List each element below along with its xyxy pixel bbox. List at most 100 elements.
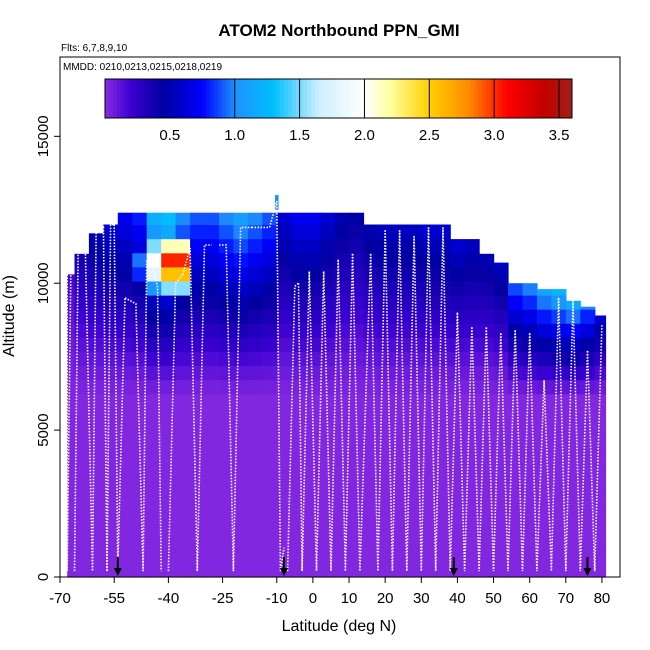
field-cell	[479, 562, 495, 578]
field-cell	[305, 450, 321, 465]
flight-profile	[95, 225, 108, 572]
field-cell	[406, 280, 422, 296]
colorbar-segment	[272, 79, 277, 118]
field-cell	[522, 379, 538, 395]
y-tick-label: 15000	[35, 115, 52, 157]
field-cell	[435, 351, 451, 367]
field-cell	[565, 393, 581, 409]
field-cell	[479, 337, 495, 352]
field-cell	[377, 365, 393, 381]
flight-profile	[196, 244, 212, 572]
field-cell	[88, 337, 104, 352]
field-cell	[117, 252, 133, 268]
field-cell	[450, 379, 466, 395]
field-cell	[536, 436, 552, 451]
field-cell	[421, 548, 437, 564]
field-cell	[363, 534, 379, 550]
field-cell	[349, 548, 365, 564]
colorbar-segment	[268, 79, 273, 118]
field-cell	[421, 534, 437, 550]
field-cell	[594, 337, 607, 352]
colorbar-segment	[284, 79, 289, 118]
field-cell	[377, 393, 393, 409]
field-cell	[247, 506, 263, 522]
field-cell	[450, 280, 466, 296]
field-cell	[276, 309, 292, 324]
field-cell	[146, 450, 162, 465]
field-cell	[305, 492, 321, 508]
field-cell	[74, 337, 90, 352]
field-cell	[117, 520, 133, 536]
colorbar-segment	[151, 79, 157, 118]
field-cell	[536, 407, 552, 423]
field-cell	[349, 478, 365, 493]
colorbar-segment	[385, 79, 390, 118]
field-cell	[233, 478, 249, 493]
field-cell	[305, 562, 321, 578]
field-cell	[233, 280, 249, 296]
colorbar-segment	[322, 79, 328, 118]
field-cell	[161, 450, 177, 465]
field-cell	[262, 421, 278, 437]
field-cell	[363, 506, 379, 522]
colorbar-tick-label: 0.5	[159, 127, 180, 144]
field-cell	[377, 478, 393, 493]
field-cell	[508, 337, 524, 352]
field-cell	[536, 323, 552, 338]
field-cell	[363, 562, 379, 578]
field-cell	[363, 351, 379, 367]
colorbar-segment	[190, 79, 196, 118]
field-cell	[349, 238, 365, 254]
colorbar-segment	[466, 79, 472, 118]
field-cell	[450, 323, 466, 338]
field-cell	[406, 548, 422, 564]
colorbar-segment	[431, 79, 437, 118]
field-cell	[146, 379, 162, 395]
field-cell	[594, 379, 607, 395]
x-tick-label: 30	[413, 590, 430, 607]
field-cell	[175, 421, 191, 437]
field-cell	[175, 464, 191, 479]
field-cell	[392, 365, 408, 381]
field-cell	[233, 407, 249, 423]
field-cell	[74, 295, 90, 310]
field-cell	[247, 351, 263, 367]
field-cell	[291, 436, 307, 451]
colorbar-segment	[482, 79, 487, 118]
colorbar-segment	[202, 79, 207, 118]
field-cell	[175, 407, 191, 423]
field-cell	[363, 478, 379, 493]
field-cell	[190, 534, 206, 550]
field-cell	[363, 337, 379, 352]
field-cell	[219, 436, 235, 451]
field-cell	[291, 562, 307, 578]
arrow-markers-layer	[113, 557, 592, 576]
field-cell	[219, 224, 235, 240]
field-cell	[392, 295, 408, 310]
field-cell	[392, 309, 408, 324]
field-cell	[565, 520, 581, 536]
field-cell	[247, 562, 263, 578]
field-cell	[377, 280, 393, 296]
field-cell	[464, 239, 480, 254]
field-cell	[117, 280, 133, 296]
field-cell	[219, 534, 235, 550]
field-cell	[334, 224, 350, 240]
field-cell	[320, 548, 336, 564]
field-cell	[247, 212, 263, 226]
colorbar-segment	[544, 79, 550, 118]
field-cell	[146, 309, 162, 324]
field-cell	[522, 534, 538, 550]
field-cell	[349, 337, 365, 352]
flight-profile	[124, 297, 144, 572]
field-cell	[377, 351, 393, 367]
field-cell	[464, 534, 480, 550]
colorbar-segment	[210, 79, 215, 118]
field-cell	[508, 492, 524, 508]
field-cell	[67, 478, 75, 493]
flight-profile	[528, 333, 545, 572]
field-cell	[219, 393, 235, 409]
field-cell	[74, 464, 90, 479]
field-cell	[551, 506, 567, 522]
field-cell	[565, 421, 581, 437]
